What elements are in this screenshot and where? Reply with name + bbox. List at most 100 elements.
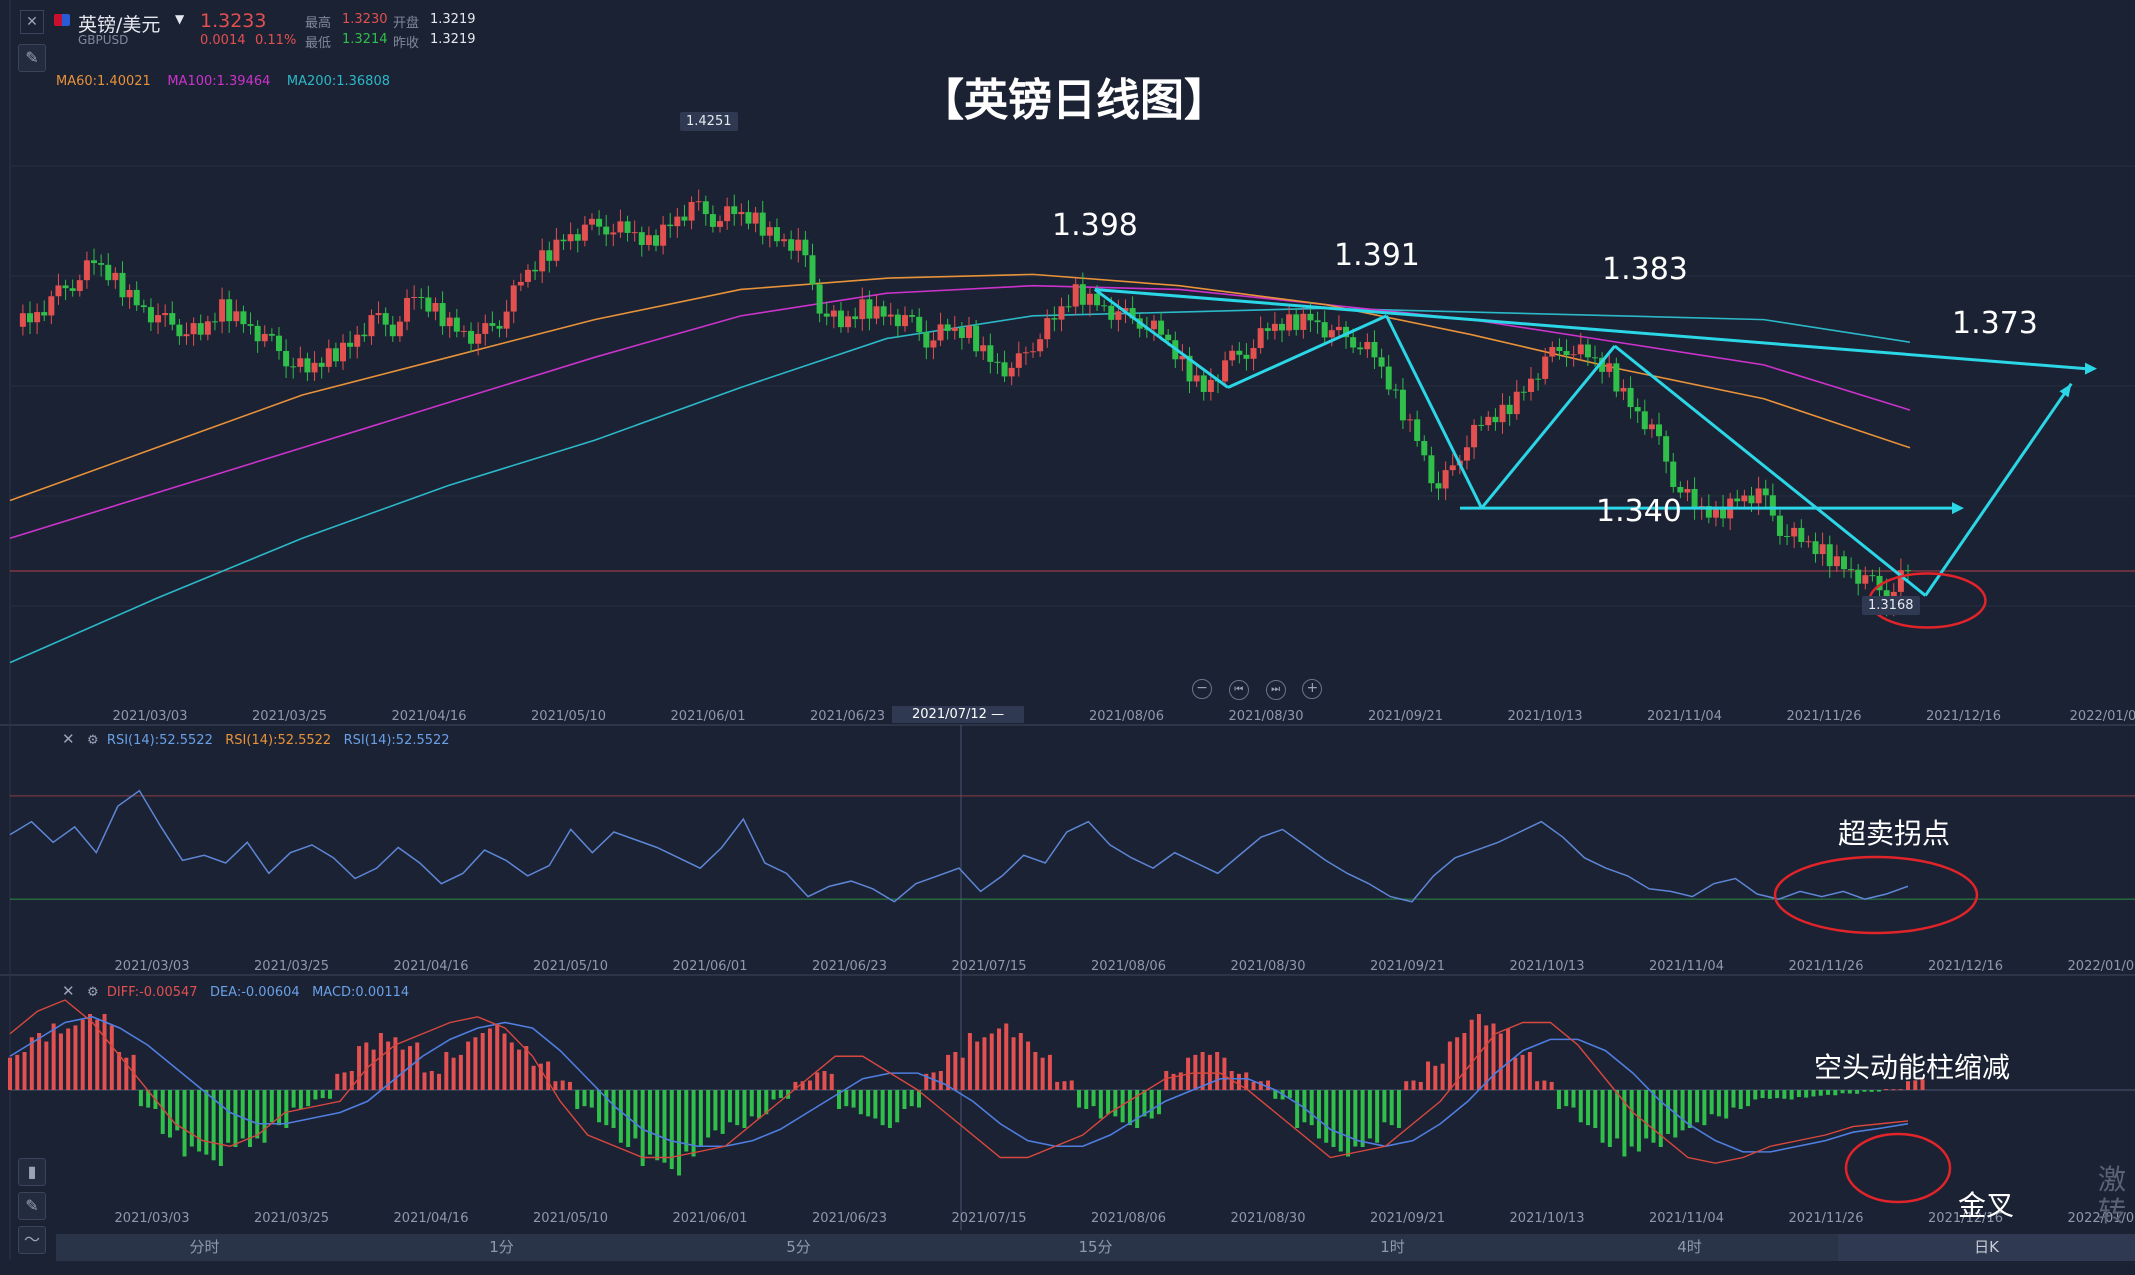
candle-body	[1741, 495, 1748, 502]
prev-label: 昨收	[393, 36, 420, 51]
x-tick-label: 2021/08/30	[1229, 709, 1304, 724]
high-value: 1.3230	[342, 12, 388, 27]
macd-bar	[320, 1090, 325, 1099]
x-tick-label: 2021/11/26	[1789, 959, 1864, 974]
skip-back-icon[interactable]: ⏮	[1228, 680, 1249, 700]
tf-1h[interactable]: 1时	[1380, 1238, 1405, 1256]
macd-bar	[458, 1054, 463, 1090]
candle-body	[475, 333, 482, 344]
candle-body	[1399, 389, 1406, 421]
pair-name[interactable]: 英镑/美元	[78, 14, 161, 36]
tf-4h[interactable]: 4时	[1677, 1238, 1702, 1256]
line-chart-icon[interactable]: 〜	[18, 1226, 46, 1254]
close-icon[interactable]: ✕	[20, 10, 44, 34]
candle-body	[325, 348, 332, 367]
macd-bar	[189, 1090, 194, 1147]
candle-body	[1527, 378, 1534, 392]
ma200-line	[9, 307, 1911, 664]
macd-bar	[473, 1037, 478, 1090]
close-icon[interactable]: ✕	[62, 730, 75, 748]
macd-bar	[371, 1049, 376, 1090]
tf-15m[interactable]: 15分	[1078, 1238, 1113, 1256]
macd-bar	[1666, 1090, 1671, 1134]
tf-tick[interactable]: 分时	[189, 1238, 220, 1256]
candle-body	[731, 206, 738, 215]
candle-body	[375, 313, 382, 316]
candle-body	[105, 264, 112, 281]
tf-1m[interactable]: 1分	[489, 1238, 514, 1256]
candle-body	[695, 201, 702, 203]
macd-bar	[29, 1037, 34, 1090]
macd-bar	[1309, 1090, 1314, 1126]
draw-tool-icon[interactable]: ✎	[18, 44, 46, 72]
macd-bar	[1753, 1090, 1758, 1100]
macd-bar	[589, 1090, 594, 1108]
macd-bar	[1818, 1090, 1823, 1096]
macd-bar	[451, 1057, 456, 1090]
macd-bar	[1629, 1090, 1634, 1147]
macd-bar	[1891, 1089, 1896, 1091]
macd-bar	[546, 1061, 551, 1090]
macd-bar	[851, 1090, 856, 1108]
macd-bar	[284, 1090, 289, 1128]
candle-body	[1641, 411, 1648, 430]
pen-icon[interactable]: ✎	[18, 1192, 46, 1220]
x-tick-label: 2021/12/16	[1928, 1211, 2003, 1226]
x-tick-label: 2021/11/04	[1647, 709, 1722, 724]
settings-icon[interactable]: ⚙	[86, 733, 99, 748]
candle-body	[1428, 455, 1435, 484]
candle-body	[823, 313, 830, 317]
candle-body	[1855, 569, 1862, 584]
macd-bar	[1906, 1081, 1910, 1090]
prev-value: 1.3219	[430, 32, 476, 47]
macd-bar	[1716, 1090, 1721, 1117]
macd-bar	[727, 1090, 732, 1123]
candle-body	[396, 321, 403, 337]
candle-body	[304, 358, 311, 373]
x-tick-label: 2022/01/01	[2068, 959, 2135, 974]
macd-bar	[1884, 1089, 1889, 1091]
skip-forward-icon[interactable]: ⏭	[1265, 680, 1286, 700]
zoom-in-icon[interactable]: +	[1302, 679, 1323, 699]
candle-body	[1819, 544, 1826, 555]
candle-body	[418, 297, 425, 298]
settings-icon[interactable]: ⚙	[86, 985, 99, 1000]
macd-bar	[277, 1090, 282, 1126]
x-tick-label: 2022/01/0	[2070, 709, 2135, 724]
macd-bar	[989, 1033, 994, 1090]
close-icon[interactable]: ✕	[62, 982, 75, 1000]
candle-body	[1556, 347, 1563, 352]
macd-bar	[1520, 1054, 1525, 1090]
candle-body	[667, 224, 674, 227]
candle-body	[1769, 495, 1776, 516]
candle-body	[1051, 318, 1058, 320]
macd-bar	[1069, 1080, 1074, 1090]
chevron-down-icon[interactable]: ▼	[175, 12, 185, 26]
candle-body	[1015, 353, 1022, 368]
candle-body	[773, 227, 780, 242]
candle-body	[283, 351, 290, 367]
rsi-line	[9, 789, 1909, 903]
golden-cross-note: 金叉	[1958, 1189, 2015, 1222]
macd-bar	[357, 1046, 362, 1090]
macd-bar	[597, 1090, 602, 1123]
macd-bar	[8, 1057, 12, 1090]
macd-bar	[1360, 1090, 1365, 1147]
macd-bar	[1644, 1090, 1649, 1139]
indicator-icon[interactable]: ▮	[18, 1158, 46, 1186]
macd-bar	[735, 1090, 740, 1126]
candle-body	[1350, 337, 1357, 348]
macd-bar	[1622, 1090, 1627, 1157]
timeframe-bar: 分时 1分 5分 15分 1时 4时 日K	[56, 1234, 2135, 1261]
candle-body	[1001, 362, 1008, 377]
x-tick-label: 2021/08/06	[1089, 709, 1164, 724]
macd-bar	[996, 1028, 1001, 1090]
x-tick-label: 2021/07/15	[952, 959, 1027, 974]
tf-5m[interactable]: 5分	[786, 1238, 811, 1256]
level-1383: 1.383	[1602, 252, 1688, 287]
tf-daily[interactable]: 日K	[1838, 1234, 2135, 1261]
macd-bar	[640, 1090, 645, 1166]
macd-bar	[538, 1063, 543, 1090]
candle-body	[1869, 575, 1876, 577]
zoom-out-icon[interactable]: −	[1192, 679, 1212, 699]
